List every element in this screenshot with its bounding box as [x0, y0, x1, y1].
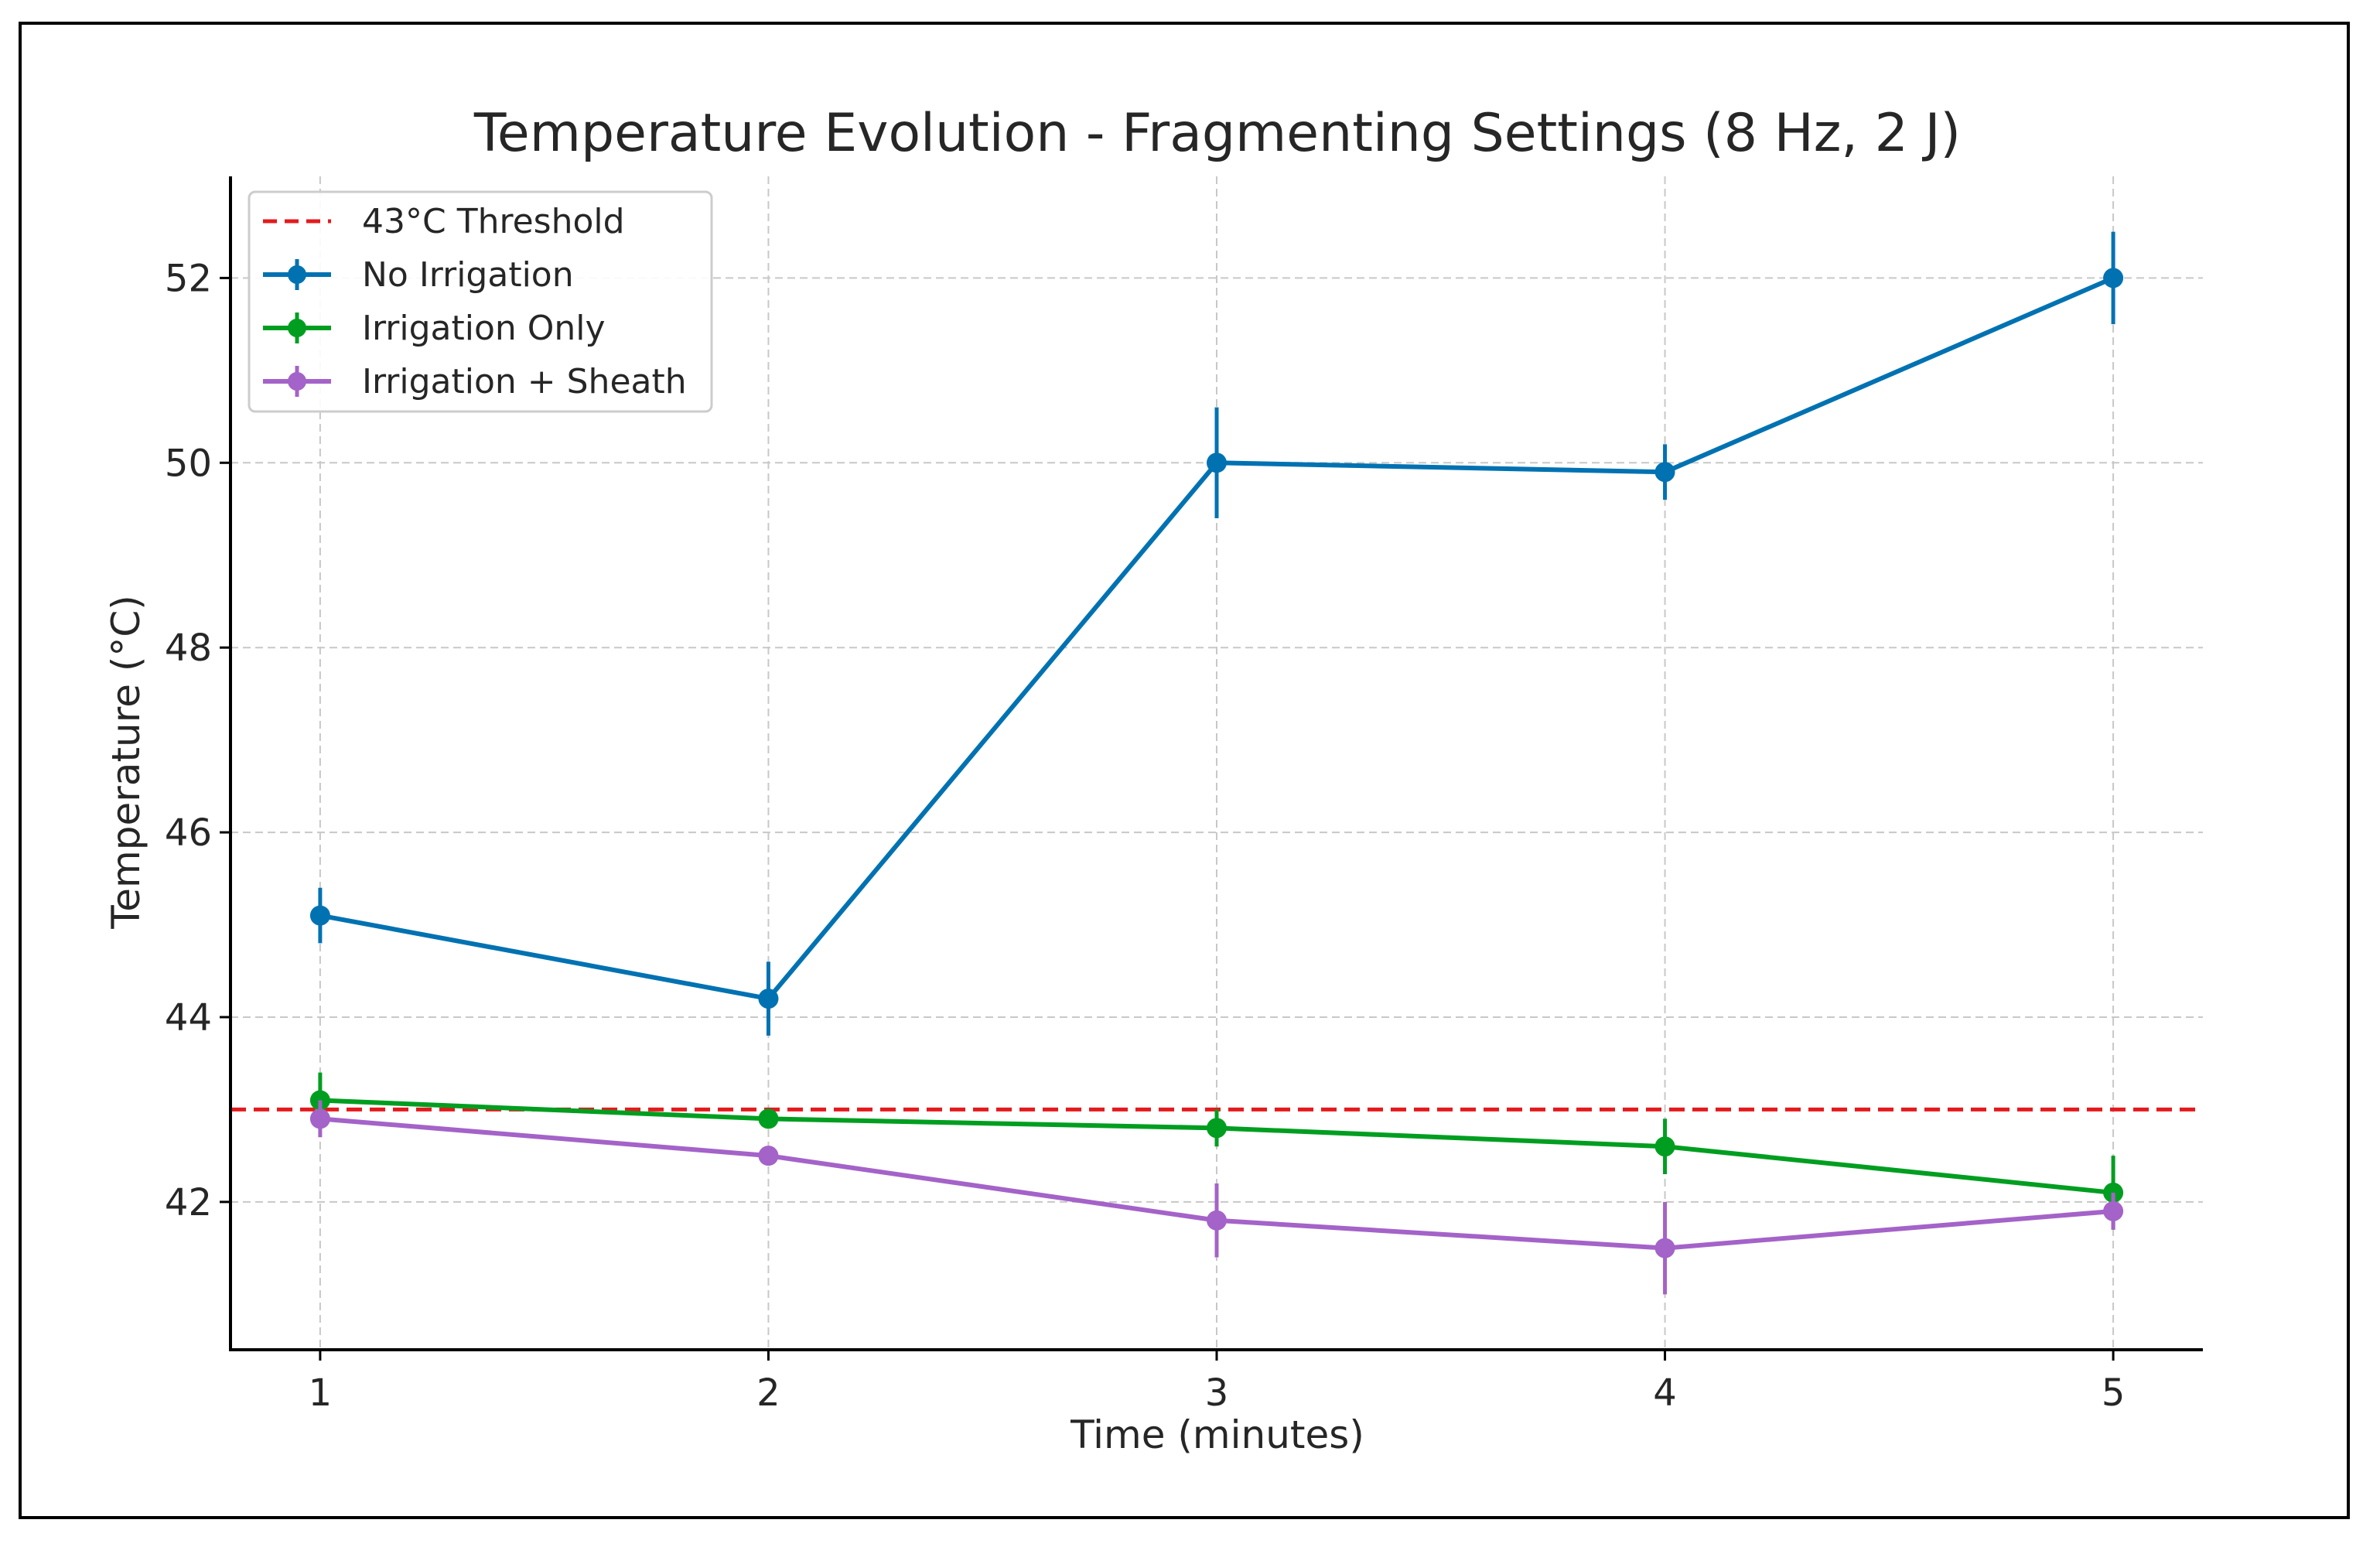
y-tick-label: 44	[165, 996, 212, 1040]
legend: 43°C Threshold No Irrigation Irrigation On…	[248, 190, 713, 413]
data-point	[1654, 1238, 1675, 1258]
legend-swatch-marker	[288, 372, 306, 391]
data-point	[1207, 1118, 1227, 1139]
ticks: 1 2 3 4 5 42 44 46 48 50 52	[165, 257, 2125, 1415]
data-point	[2103, 1200, 2124, 1221]
data-point	[1654, 462, 1675, 483]
legend-label: 43°C Threshold	[362, 202, 625, 241]
x-tick-label: 1	[309, 1371, 333, 1415]
data-point	[758, 1146, 779, 1166]
y-tick-label: 46	[165, 811, 212, 855]
data-point	[309, 1108, 330, 1129]
data-point	[2103, 268, 2124, 289]
data-point	[1207, 1210, 1227, 1231]
x-tick-label: 3	[1205, 1371, 1229, 1415]
y-tick-label: 48	[165, 627, 212, 670]
legend-label: Irrigation + Sheath	[362, 362, 687, 401]
data-point	[1207, 452, 1227, 473]
y-axis-label: Temperature (°C)	[104, 595, 149, 930]
legend-label: No Irrigation	[362, 255, 574, 295]
legend-swatch-marker	[288, 319, 306, 337]
legend-label: Irrigation Only	[362, 309, 606, 348]
series-group	[309, 231, 2124, 1295]
data-point	[758, 1108, 779, 1129]
x-axis-label: Time (minutes)	[1070, 1412, 1364, 1457]
legend-box	[248, 190, 713, 413]
x-tick-label: 4	[1653, 1371, 1677, 1415]
series-no-irrigation	[309, 231, 2124, 1036]
x-tick-label: 5	[2102, 1371, 2126, 1415]
data-point	[309, 905, 330, 926]
legend-item: Irrigation Only	[263, 309, 606, 348]
x-tick-label: 2	[756, 1371, 780, 1415]
legend-item: Irrigation + Sheath	[263, 362, 687, 401]
legend-item: No Irrigation	[263, 255, 574, 295]
legend-item: 43°C Threshold	[263, 202, 625, 241]
y-tick-label: 52	[165, 257, 212, 300]
series-irrigation-sheath	[309, 1100, 2124, 1295]
y-tick-label: 50	[165, 442, 212, 485]
data-point	[758, 989, 779, 1009]
chart-title: Temperature Evolution - Fragmenting Sett…	[473, 103, 1961, 164]
y-tick-label: 42	[165, 1181, 212, 1224]
legend-swatch-marker	[288, 265, 306, 284]
data-point	[1654, 1136, 1675, 1157]
